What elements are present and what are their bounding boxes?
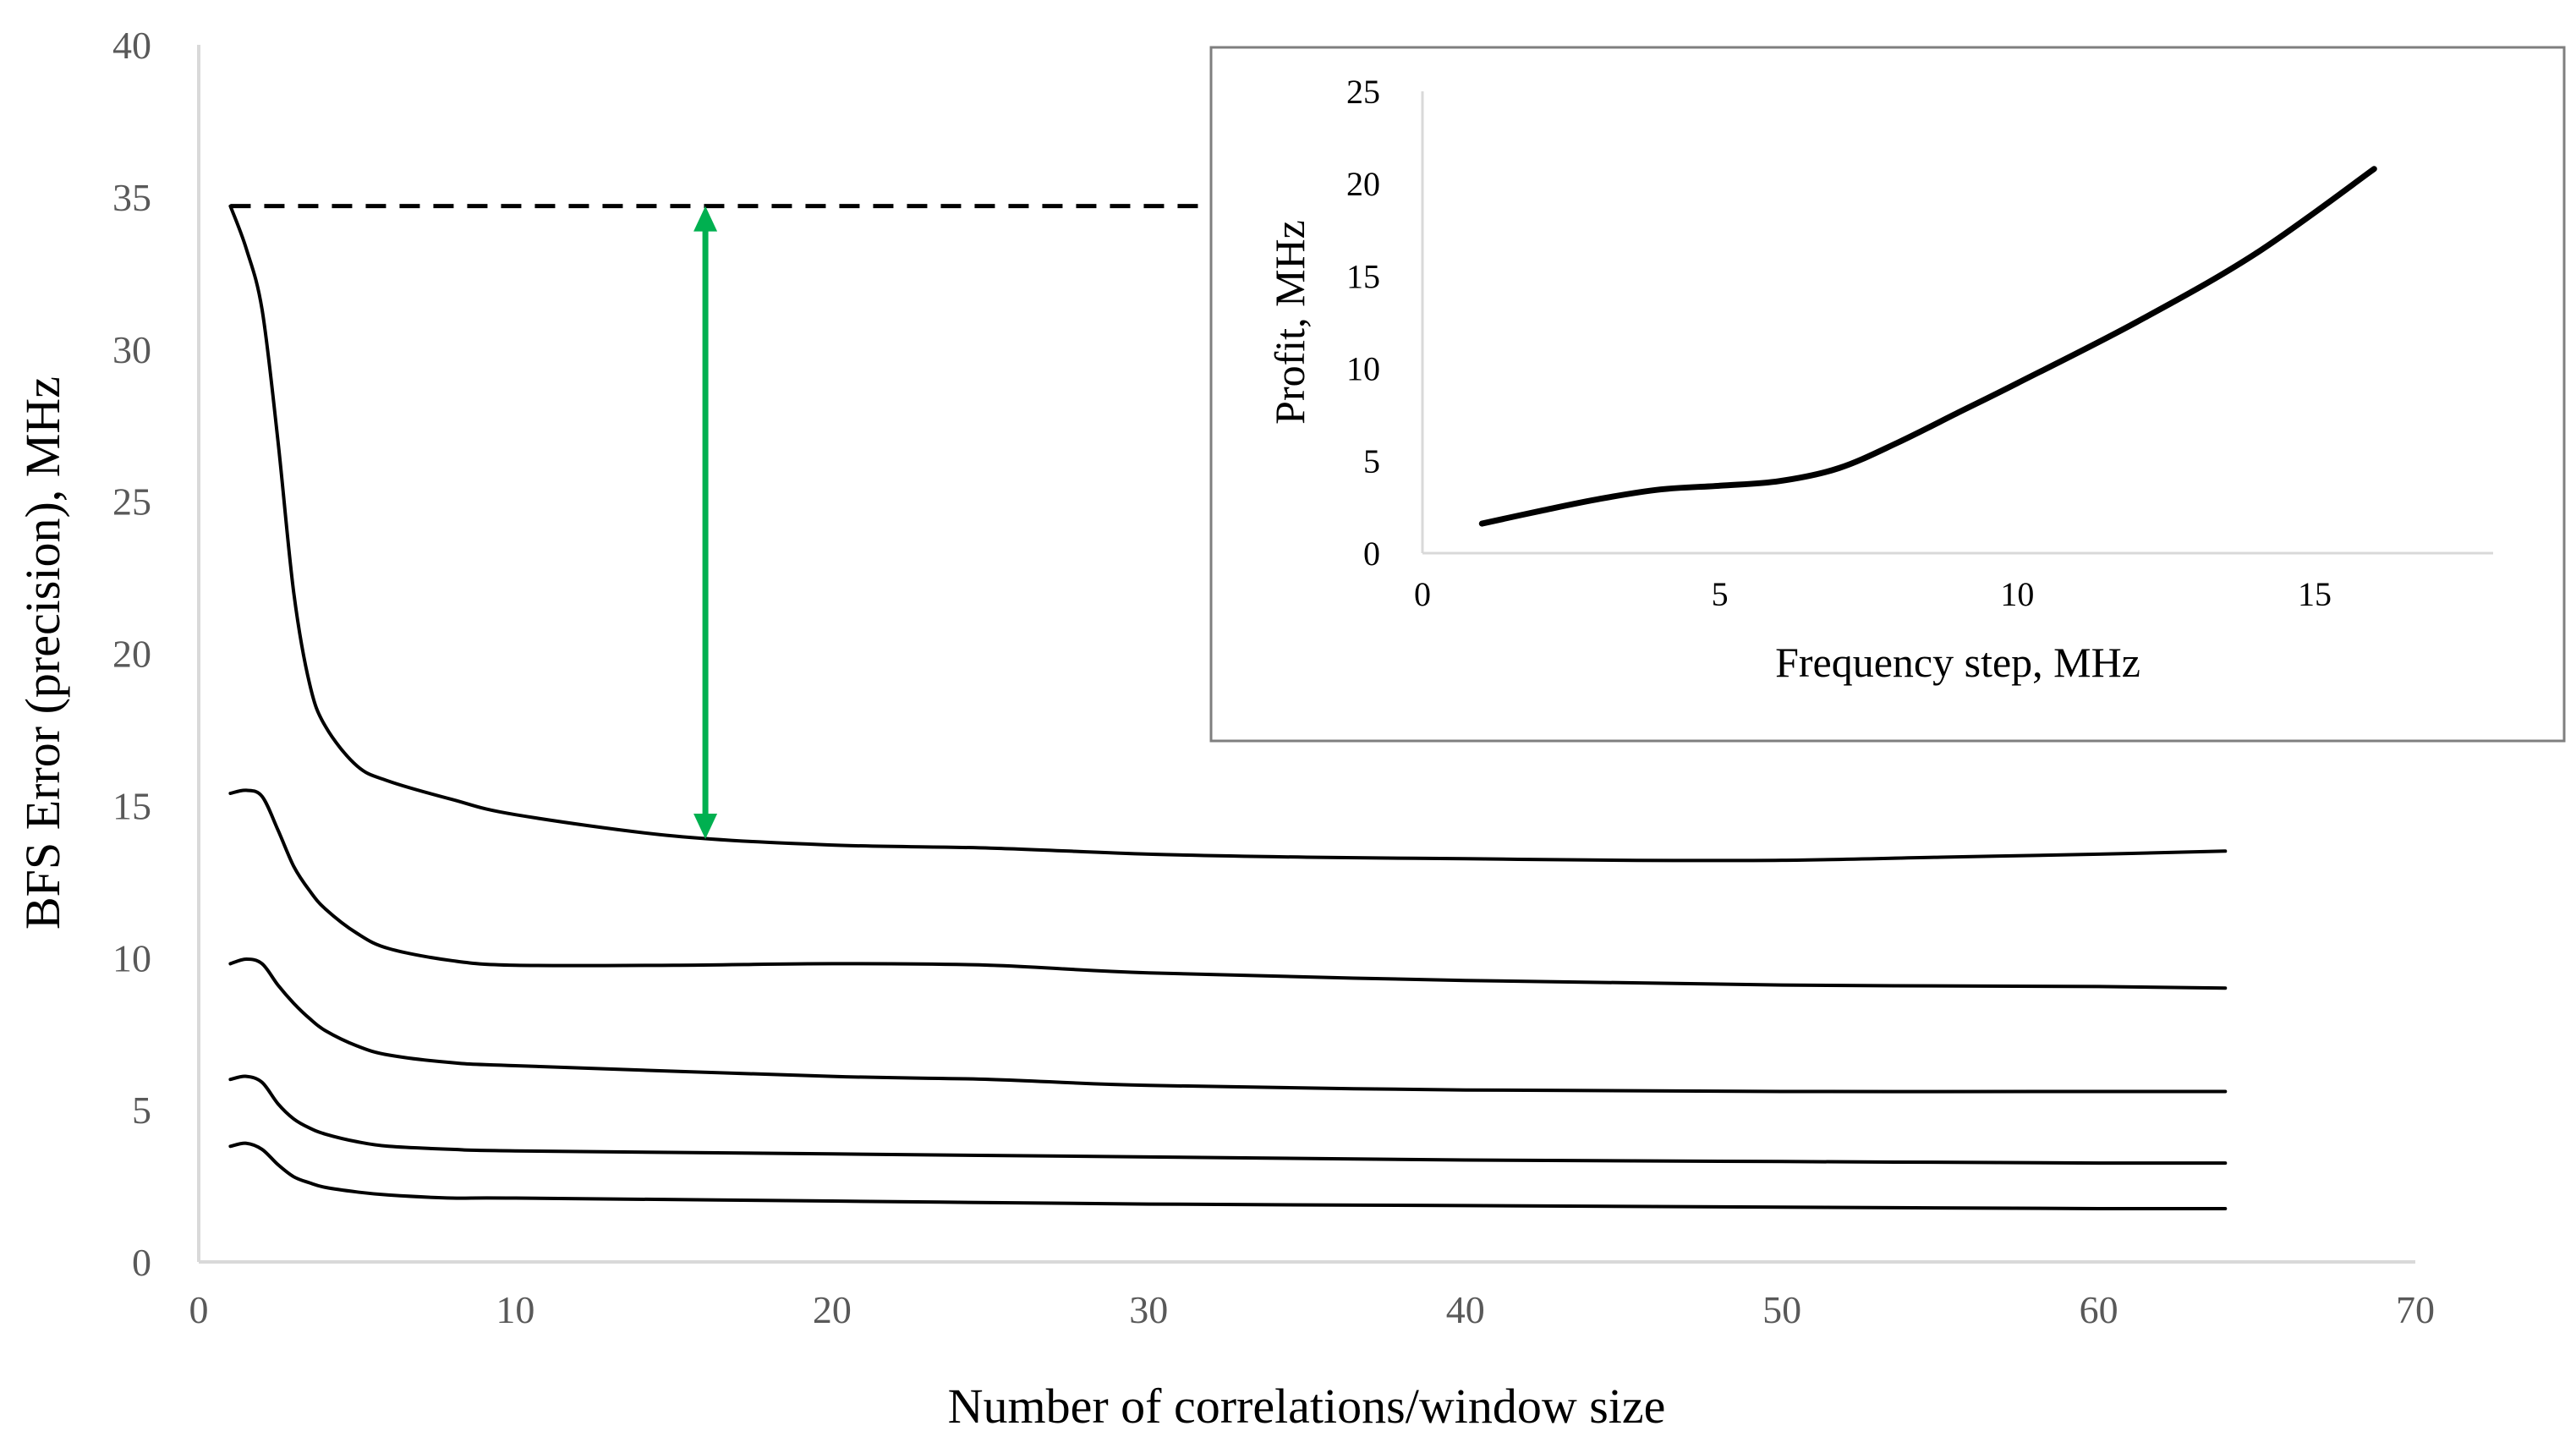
main-series bbox=[228, 204, 2228, 1211]
main-x-tick-label: 20 bbox=[813, 1288, 852, 1331]
series-line-curve-2 bbox=[228, 788, 2228, 990]
main-y-tick-label: 35 bbox=[112, 176, 151, 219]
main-annotations bbox=[230, 204, 1228, 839]
inset-y-tick-label: 10 bbox=[1346, 350, 1380, 388]
improvement-arrow-head-down bbox=[693, 813, 718, 839]
inset-y-tick-label: 15 bbox=[1346, 257, 1380, 295]
inset-y-ticks: 0 5 10 15 20 25 bbox=[1346, 73, 1380, 573]
inset-x-ticks: 0 5 10 15 bbox=[1414, 575, 2332, 613]
main-x-tick-label: 60 bbox=[2080, 1288, 2118, 1331]
inset-x-axis-title: Frequency step, MHz bbox=[1775, 639, 2140, 686]
inset-y-tick-label: 5 bbox=[1363, 442, 1380, 480]
main-y-tick-label: 40 bbox=[112, 24, 151, 67]
main-x-tick-label: 50 bbox=[1762, 1288, 1801, 1331]
inset-x-tick-label: 15 bbox=[2298, 575, 2332, 613]
main-y-tick-label: 30 bbox=[112, 328, 151, 371]
main-x-tick-label: 10 bbox=[496, 1288, 534, 1331]
series-line-curve-1 bbox=[228, 204, 2228, 863]
main-x-tick-label: 40 bbox=[1446, 1288, 1485, 1331]
inset-x-tick-label: 10 bbox=[2000, 575, 2034, 613]
inset-y-tick-label: 20 bbox=[1346, 165, 1380, 203]
main-y-tick-label: 10 bbox=[112, 936, 151, 979]
inset-series-line-profit bbox=[1478, 166, 2377, 527]
main-y-tick-label: 20 bbox=[112, 633, 151, 676]
series-line-curve-3 bbox=[228, 957, 2228, 1094]
main-x-tick-label: 30 bbox=[1129, 1288, 1168, 1331]
series-line-curve-5 bbox=[228, 1141, 2228, 1211]
main-y-tick-label: 25 bbox=[112, 480, 151, 524]
main-y-tick-label: 15 bbox=[112, 784, 151, 827]
main-x-axis-title: Number of correlations/window size bbox=[948, 1379, 1666, 1434]
main-y-tick-label: 0 bbox=[132, 1241, 151, 1284]
inset-x-tick-label: 0 bbox=[1414, 575, 1431, 613]
main-y-ticks: 0 5 10 15 20 25 30 35 40 bbox=[112, 24, 151, 1284]
inset-y-tick-label: 0 bbox=[1363, 535, 1380, 573]
series-line-curve-4 bbox=[228, 1074, 2228, 1166]
main-x-tick-label: 70 bbox=[2396, 1288, 2435, 1331]
inset-y-axis-title: Profit, MHz bbox=[1266, 220, 1313, 425]
improvement-arrow-head-up bbox=[693, 206, 718, 232]
inset-y-tick-label: 25 bbox=[1346, 73, 1380, 111]
inset-plot: 0 5 10 15 0 5 10 15 20 25 Frequency step, MHz Pr… bbox=[1209, 46, 2566, 743]
inset-x-tick-label: 5 bbox=[1712, 575, 1729, 613]
main-x-ticks: 0 10 20 30 40 50 60 70 bbox=[189, 1288, 2436, 1331]
inset-series bbox=[1478, 166, 2377, 527]
main-y-axis-title: BFS Error (precision), MHz bbox=[15, 376, 70, 930]
main-x-tick-label: 0 bbox=[189, 1288, 209, 1331]
main-y-tick-label: 5 bbox=[132, 1089, 151, 1132]
inset-frame bbox=[1209, 46, 2566, 743]
